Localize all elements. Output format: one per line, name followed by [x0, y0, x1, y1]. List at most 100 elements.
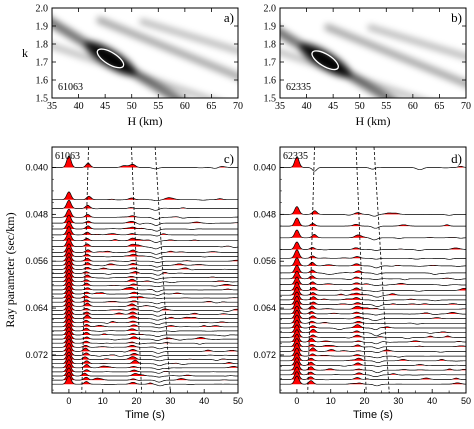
- x-tick-label: 35: [47, 101, 57, 112]
- rf-trace: [52, 323, 238, 333]
- rf-trace-fill: [52, 200, 238, 209]
- rf-trace-fill: [280, 206, 466, 215]
- rf-traces: [52, 147, 238, 393]
- rf-trace: [280, 334, 466, 345]
- x-tick-label: 45: [100, 101, 110, 112]
- rf-trace: [52, 371, 238, 383]
- rf-trace: [280, 305, 466, 316]
- rf-trace: [52, 199, 238, 211]
- y-axis-label: Ray parameter (sec/km): [3, 212, 17, 327]
- y-tick-label: 0.048: [25, 209, 48, 219]
- x-tick-label: 65: [434, 101, 444, 112]
- phase-moveout-line: [154, 147, 171, 393]
- rf-trace: [52, 273, 238, 284]
- x-tick-label: 55: [381, 101, 391, 112]
- rf-trace: [280, 287, 466, 298]
- panel-label: a): [224, 10, 234, 25]
- rf-trace: [52, 310, 238, 321]
- y-tick-label: 1.7: [36, 58, 49, 69]
- y-tick-label: 2.0: [264, 4, 277, 15]
- rf-trace: [52, 243, 238, 255]
- y-tick-label: 1.7: [264, 58, 277, 69]
- y-axis-label: k: [22, 46, 28, 60]
- plot-frame: [51, 7, 239, 99]
- rf-trace-fill: [280, 376, 466, 385]
- rf-trace: [280, 229, 466, 241]
- rf-trace: [280, 264, 466, 275]
- y-tick-label: 1.9: [36, 22, 49, 33]
- rf-trace: [52, 367, 238, 378]
- optimum-contour: [311, 50, 340, 71]
- x-tick-label: 30: [393, 396, 403, 406]
- y-tick-label: 0.040: [25, 163, 48, 173]
- rf-trace: [280, 329, 466, 340]
- phase-moveout-line: [373, 147, 390, 393]
- x-tick-label: 60: [180, 101, 190, 112]
- x-tick-label: 20: [360, 396, 370, 406]
- x-tick-label: 40: [427, 396, 437, 406]
- y-tick-label: 1.5: [36, 94, 49, 105]
- station-label: 62335: [286, 82, 311, 93]
- rf-trace-fill: [280, 271, 466, 279]
- panel-label: d): [451, 151, 462, 166]
- rf-trace: [52, 256, 238, 268]
- y-tick-label: 0.064: [253, 303, 276, 313]
- rf-trace: [280, 291, 466, 302]
- rf-trace: [52, 285, 238, 296]
- rf-trace: [280, 338, 466, 349]
- rf-trace: [280, 361, 466, 374]
- rf-trace: [52, 155, 238, 170]
- rf-trace-fill: [280, 218, 466, 227]
- y-tick-label: 1.6: [264, 76, 277, 87]
- rf-trace: [52, 214, 238, 226]
- y-tick-label: 1.9: [264, 22, 277, 33]
- rf-trace: [280, 249, 466, 260]
- rf-trace-fill: [280, 157, 466, 168]
- rf-trace: [52, 277, 238, 288]
- rf-trace: [52, 226, 238, 237]
- plot-frame: [51, 146, 239, 394]
- panel-label: b): [451, 10, 462, 25]
- rf-trace: [52, 301, 238, 313]
- x-tick-label: 50: [233, 396, 243, 406]
- rf-trace: [52, 208, 238, 220]
- rf-trace: [280, 375, 466, 387]
- rf-trace: [52, 260, 238, 272]
- rf-trace-fill: [52, 215, 238, 224]
- y-tick-label: 0.064: [25, 303, 48, 313]
- rf-trace: [52, 264, 238, 276]
- x-axis-label: H (km): [128, 114, 163, 128]
- x-axis-label: H (km): [356, 114, 391, 128]
- plot-frame: [279, 146, 467, 394]
- x-tick-label: 10: [98, 396, 108, 406]
- x-tick-label: 50: [127, 101, 137, 112]
- rf-trace: [52, 231, 238, 243]
- rf-trace: [280, 156, 466, 172]
- rf-trace: [280, 366, 466, 377]
- x-tick-label: 45: [328, 101, 338, 112]
- x-tick-label: 60: [408, 101, 418, 112]
- y-tick-label: 0.056: [253, 256, 276, 266]
- rf-trace: [52, 338, 238, 350]
- rf-trace: [280, 206, 466, 217]
- rf-trace: [280, 352, 466, 364]
- station-label: 62335: [283, 151, 308, 162]
- y-tick-label: 0.072: [253, 350, 276, 360]
- y-tick-label: 1.6: [36, 76, 49, 87]
- rf-trace: [52, 220, 238, 232]
- rf-trace: [280, 281, 466, 293]
- rf-trace: [52, 252, 238, 263]
- rf-trace: [52, 191, 238, 202]
- y-tick-label: 0.072: [25, 350, 48, 360]
- rf-trace-fill: [280, 230, 466, 238]
- x-tick-label: 20: [132, 396, 142, 406]
- rf-trace: [52, 247, 238, 259]
- rf-trace: [280, 342, 466, 353]
- rf-trace: [52, 314, 238, 326]
- phase-moveout-line: [355, 147, 367, 393]
- x-tick-label: 10: [326, 396, 336, 406]
- rf-trace: [52, 238, 238, 250]
- rf-trace: [52, 289, 238, 300]
- plot-frame: [279, 7, 467, 99]
- y-tick-label: 0.040: [253, 163, 276, 173]
